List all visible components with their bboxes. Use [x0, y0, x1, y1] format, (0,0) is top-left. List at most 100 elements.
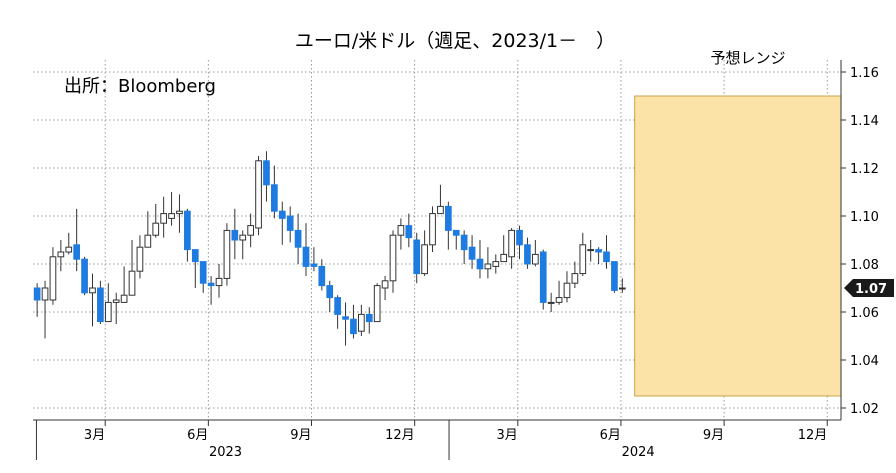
candle-body	[144, 234, 152, 248]
candle-body	[33, 287, 41, 301]
candle-body	[618, 287, 626, 290]
candle-body	[168, 213, 175, 219]
year-label: 2023	[209, 445, 242, 460]
candle	[373, 283, 381, 323]
year-label: 2024	[622, 445, 655, 460]
candle	[231, 208, 239, 260]
candle	[65, 232, 73, 255]
candle-body	[563, 282, 571, 299]
source-label: 出所：Bloomberg	[64, 76, 216, 97]
x-tick-label: 9月	[290, 428, 311, 443]
candle	[405, 213, 413, 248]
candle	[611, 261, 618, 293]
candle-body	[389, 234, 397, 282]
candle	[539, 249, 547, 310]
candle	[350, 304, 357, 339]
x-tick-label: 12月	[385, 428, 415, 443]
candle-body	[160, 213, 168, 224]
candle-body	[571, 273, 579, 284]
candle	[176, 194, 183, 233]
x-tick-label: 3月	[497, 428, 518, 443]
candle-body	[334, 297, 341, 315]
candle-body	[104, 301, 112, 323]
candle	[199, 261, 207, 293]
candle-body	[358, 313, 365, 332]
candle	[207, 276, 215, 305]
y-tick-label: 1.04	[850, 354, 879, 369]
candle	[334, 295, 341, 329]
candle	[104, 283, 112, 323]
candle	[484, 247, 492, 279]
last-price-label: 1.07	[855, 282, 887, 297]
last-price-badge: 1.07	[844, 279, 894, 297]
candle-body	[539, 251, 547, 303]
candle	[571, 261, 579, 288]
candle-body	[476, 258, 484, 270]
candle-body	[611, 261, 618, 291]
candle-body	[460, 234, 468, 251]
candle-body	[231, 229, 239, 241]
candle-body	[215, 277, 223, 287]
candle	[294, 213, 302, 264]
candle	[128, 240, 136, 296]
candle-body	[310, 263, 318, 267]
candle	[437, 184, 444, 215]
candle	[444, 201, 452, 250]
candle-body	[176, 210, 183, 215]
candle-body	[207, 282, 215, 287]
candle	[89, 273, 96, 327]
candle	[563, 271, 571, 303]
candle-body	[49, 256, 57, 301]
candle	[286, 206, 294, 243]
candle-body	[223, 229, 231, 279]
candle-body	[247, 225, 254, 236]
forecast-range-label: 予想レンジ	[710, 49, 785, 67]
candle-body	[437, 205, 444, 215]
candle-body	[579, 244, 587, 275]
candle	[342, 302, 349, 346]
candle-body	[421, 244, 428, 275]
x-tick-label: 12月	[798, 428, 828, 443]
candle	[516, 225, 523, 260]
x-axis-ticks: 3月 6月 9月 12月 3月 6月 9月 12月 2023 2024	[35, 420, 828, 460]
candle-body	[41, 287, 49, 301]
candle-body	[97, 287, 104, 323]
candle-body	[57, 251, 65, 258]
candle	[184, 208, 191, 262]
candle-body	[81, 258, 88, 294]
candle	[97, 280, 104, 324]
candle	[263, 151, 270, 202]
candle	[603, 235, 610, 269]
candle	[112, 292, 120, 324]
forecast-range-band	[634, 95, 842, 397]
candle-body	[484, 263, 492, 270]
y-tick-label: 1.06	[850, 306, 879, 321]
candle-body	[255, 160, 262, 229]
candle	[302, 223, 310, 276]
candle	[223, 223, 231, 286]
candle	[468, 235, 476, 269]
candle	[429, 206, 436, 252]
candle	[587, 240, 595, 262]
candle-body	[500, 253, 508, 263]
candle	[460, 230, 468, 264]
candle-body	[555, 297, 563, 303]
candle-body	[516, 229, 523, 246]
candle	[215, 264, 223, 298]
candle-body	[89, 287, 96, 294]
candle-body	[318, 265, 326, 287]
candle	[160, 196, 168, 238]
candle-body	[120, 294, 128, 303]
candle	[57, 240, 65, 272]
candle	[73, 208, 81, 272]
candle-body	[531, 253, 539, 265]
candle	[381, 276, 389, 300]
candle-body	[191, 249, 199, 263]
x-tick-label: 6月	[187, 428, 208, 443]
candle	[168, 192, 175, 226]
candle	[452, 229, 460, 250]
candle	[555, 280, 563, 305]
candle	[618, 278, 626, 293]
candle	[365, 307, 373, 334]
